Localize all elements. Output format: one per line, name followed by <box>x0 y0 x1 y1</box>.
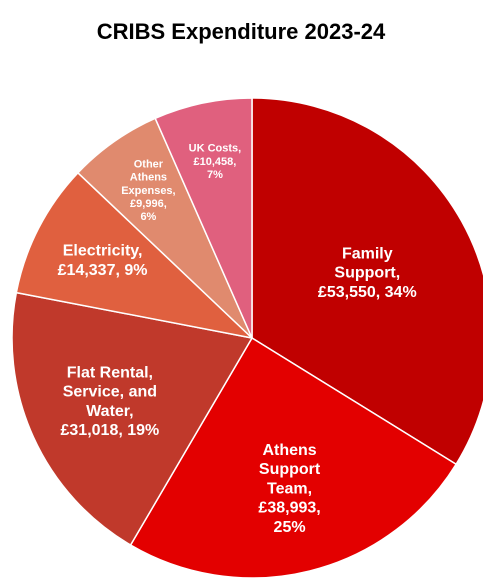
pie-slice <box>11 291 254 547</box>
slice-label: Flat Rental, Service, and Water, £31,018, 1… <box>61 365 160 440</box>
slice-label: UK Costs, £10,458, 7% <box>189 143 242 181</box>
slice-label: Family Support, £53,550, 34% <box>318 246 417 301</box>
slice-label: Other Athens Expenses, £9,996, 6% <box>121 158 175 223</box>
pie-slice <box>251 97 483 466</box>
pie-slice <box>129 336 458 579</box>
pie-slice <box>154 97 253 339</box>
slice-label: Electricity, £14,337, 9% <box>58 243 148 279</box>
pie-slice <box>15 171 255 340</box>
slice-label: Athens Support Team, £38,993, 25% <box>258 442 320 536</box>
chart-title: CRIBS Expenditure 2023-24 <box>97 19 386 44</box>
